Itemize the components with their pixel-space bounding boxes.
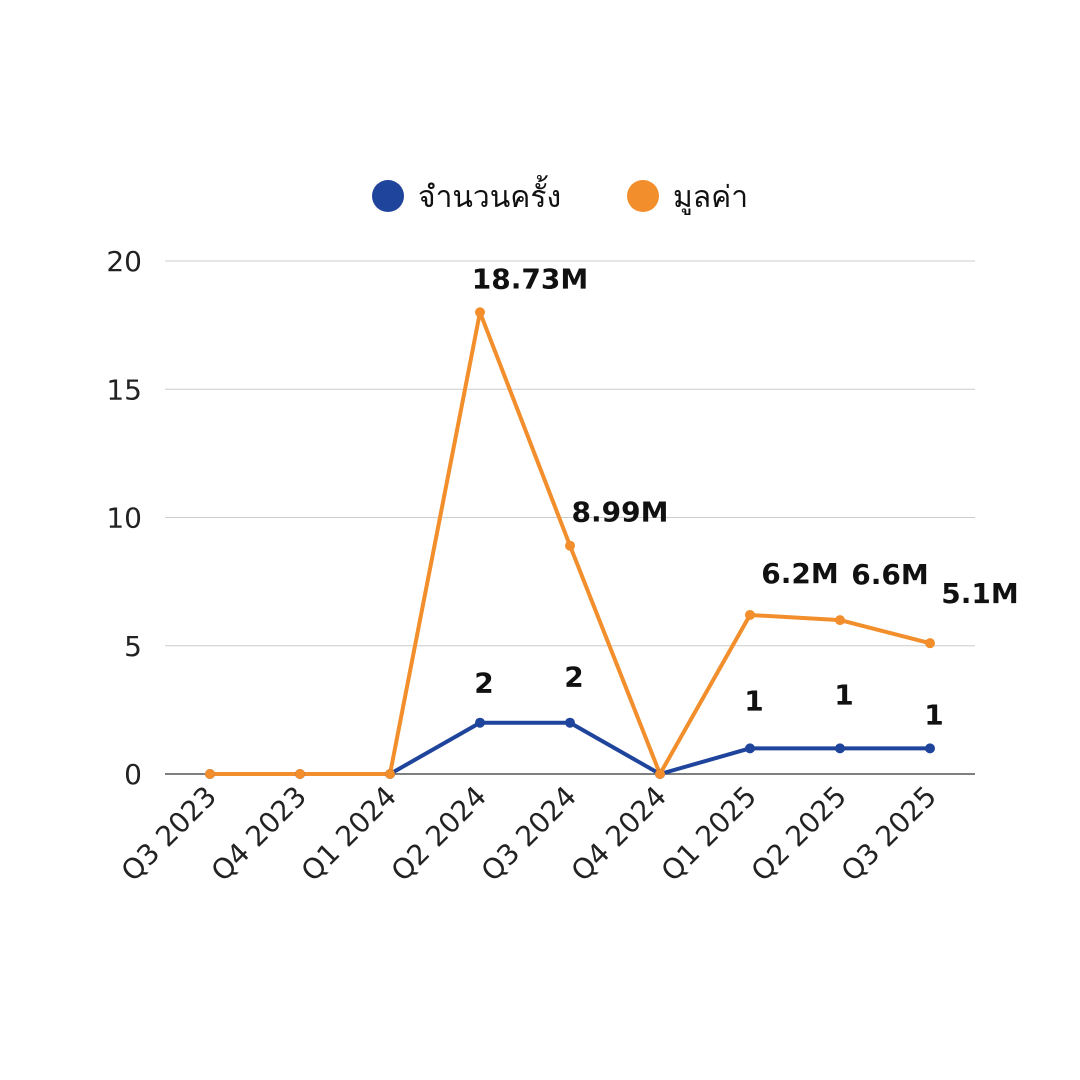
x-tick-label: Q1 2024 <box>295 780 403 888</box>
x-tick-label: Q4 2024 <box>565 780 673 888</box>
legend-label-2: มูลค่า <box>673 180 748 215</box>
data-point-s2 <box>205 769 215 779</box>
data-label-s1: 2 <box>474 667 493 700</box>
data-point-s1 <box>475 717 485 728</box>
y-tick-label: 10 <box>106 502 142 535</box>
data-point-s2 <box>655 769 665 779</box>
legend: จำนวนครั้ง มูลค่า <box>372 175 748 215</box>
x-tick-label: Q2 2025 <box>745 780 853 888</box>
data-point-s2 <box>925 638 935 649</box>
x-tick-label: Q4 2023 <box>205 780 313 888</box>
x-tick-label: Q3 2023 <box>115 780 223 888</box>
legend-label-1: จำนวนครั้ง <box>418 175 561 215</box>
x-tick-label: Q1 2025 <box>655 780 763 888</box>
data-label-s2: 5.1M <box>941 577 1018 610</box>
legend-marker-2 <box>627 180 659 212</box>
data-point-s1 <box>925 743 935 754</box>
data-point-s2 <box>475 307 485 318</box>
data-label-s1: 1 <box>744 684 763 717</box>
legend-marker-1 <box>372 180 404 212</box>
y-tick-label: 0 <box>124 758 142 791</box>
data-point-s2 <box>295 769 305 779</box>
data-label-s1: 1 <box>924 698 943 731</box>
data-point-s2 <box>565 540 575 551</box>
data-label-s2: 8.99M <box>572 496 669 529</box>
y-axis-ticks: 0 5 10 15 20 <box>106 245 142 791</box>
series-line-1 <box>208 720 932 776</box>
data-point-s2 <box>745 609 755 620</box>
x-tick-label: Q3 2025 <box>835 780 943 888</box>
data-label-s1: 2 <box>564 661 583 694</box>
data-point-s2 <box>385 769 395 779</box>
series-layer <box>205 307 935 779</box>
data-point-s2 <box>835 615 845 626</box>
data-point-s1 <box>745 743 755 754</box>
y-tick-label: 5 <box>124 630 142 663</box>
data-labels: 2 2 1 1 1 18.73M 8.99M 6.2M 6.6M 5.1M <box>472 262 1019 731</box>
x-tick-label: Q3 2024 <box>475 780 583 888</box>
x-tick-label: Q2 2024 <box>385 780 493 888</box>
data-point-s1 <box>835 743 845 754</box>
data-label-s2: 6.2M <box>761 557 838 590</box>
y-tick-label: 20 <box>106 245 142 278</box>
data-point-s1 <box>565 717 575 728</box>
y-tick-label: 15 <box>106 373 142 406</box>
data-label-s1: 1 <box>834 678 853 711</box>
data-label-s2: 18.73M <box>472 262 588 295</box>
data-label-s2: 6.6M <box>851 558 928 591</box>
gridlines <box>165 260 975 775</box>
